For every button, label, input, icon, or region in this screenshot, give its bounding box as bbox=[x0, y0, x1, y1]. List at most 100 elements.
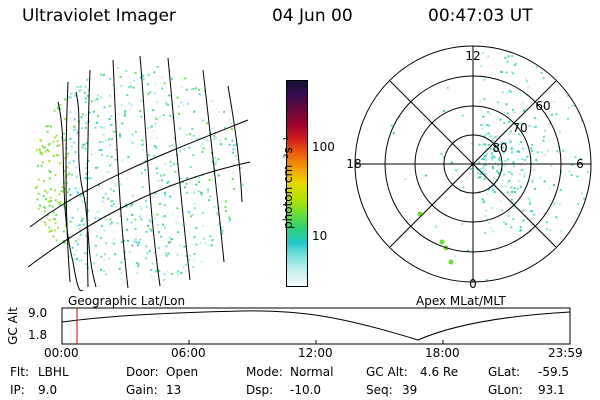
geo-emission-dot bbox=[158, 203, 161, 205]
geo-emission-dot bbox=[228, 216, 231, 219]
polar-emission-dot bbox=[506, 60, 509, 63]
geo-grid-lines bbox=[28, 55, 251, 292]
geo-emission-dot bbox=[191, 127, 194, 130]
polar-emission-dot bbox=[518, 133, 521, 136]
geo-emission-dot bbox=[57, 201, 60, 204]
geo-emission-dot bbox=[80, 88, 83, 91]
geo-emission-dot bbox=[113, 130, 116, 133]
geo-emission-dot bbox=[95, 235, 98, 238]
geo-emission-dot bbox=[100, 255, 103, 258]
geo-emission-dot bbox=[79, 231, 82, 234]
geo-emission-dot bbox=[61, 190, 64, 193]
polar-emission-dot bbox=[488, 222, 491, 225]
geo-emission-dot bbox=[66, 166, 69, 169]
geo-emission-dot bbox=[74, 151, 77, 154]
flt-value: LBHL bbox=[38, 365, 69, 379]
geo-emission-dot bbox=[147, 93, 150, 96]
polar-emission-dot bbox=[580, 119, 583, 122]
polar-emission-dot bbox=[498, 157, 501, 160]
geo-emission-dot bbox=[171, 78, 174, 81]
polar-emission-dot bbox=[581, 192, 584, 195]
geo-emission-dot bbox=[120, 240, 123, 243]
geo-emission-dot bbox=[53, 109, 56, 112]
polar-emission-dot bbox=[548, 110, 551, 113]
polar-emission-dot bbox=[527, 86, 529, 89]
geo-emission-dot bbox=[76, 257, 79, 260]
geo-emission-dot bbox=[125, 70, 128, 72]
geo-emission-dot bbox=[229, 218, 232, 221]
geo-emission-dot bbox=[103, 258, 106, 261]
geo-emission-dot bbox=[98, 149, 101, 152]
geo-emission-dot bbox=[44, 210, 46, 213]
geo-emission-dot bbox=[167, 241, 170, 244]
polar-emission-dot bbox=[529, 210, 532, 213]
geo-emission-dot bbox=[79, 85, 82, 88]
polar-emission-dot bbox=[482, 167, 485, 169]
geo-emission-dot bbox=[81, 200, 84, 203]
polar-emission-dot bbox=[508, 89, 511, 92]
geo-emission-dot bbox=[69, 149, 72, 152]
geo-emission-dot bbox=[107, 170, 110, 173]
geo-emission-dot bbox=[166, 103, 169, 106]
geo-emission-dot bbox=[185, 182, 188, 185]
geo-emission-dot bbox=[141, 139, 144, 142]
geo-emission-dot bbox=[184, 263, 187, 266]
geo-emission-dot bbox=[156, 224, 159, 226]
geo-emission-dot bbox=[41, 161, 44, 164]
polar-emission-dot bbox=[501, 70, 504, 73]
geo-emission-dot bbox=[211, 127, 214, 130]
gain-value: 13 bbox=[166, 383, 182, 397]
timeline-frame bbox=[61, 307, 571, 345]
geo-emission-dot bbox=[141, 144, 144, 146]
geo-emission-dot bbox=[69, 137, 72, 140]
polar-emission-dot bbox=[512, 148, 515, 150]
geo-emission-dot bbox=[56, 107, 59, 110]
polar-emission-dot bbox=[531, 180, 534, 183]
polar-emission-dot bbox=[586, 170, 589, 173]
geo-emission-dot bbox=[43, 221, 46, 224]
geo-emission-dot bbox=[190, 88, 193, 91]
geo-emission-dot bbox=[150, 229, 153, 232]
geo-emission-dot bbox=[52, 154, 55, 157]
polar-emission-dot bbox=[443, 109, 445, 112]
polar-emission-dot bbox=[505, 71, 508, 74]
geo-emission-dot bbox=[102, 133, 105, 136]
polar-emission-dot bbox=[557, 146, 560, 148]
polar-emission-dot bbox=[476, 168, 479, 171]
geo-emission-dot bbox=[126, 178, 129, 181]
geo-emission-dot bbox=[158, 231, 161, 234]
geo-emission-dot bbox=[97, 184, 100, 187]
geo-emission-dot bbox=[164, 279, 166, 282]
geo-emission-dot bbox=[150, 269, 153, 271]
geo-emission-dot bbox=[64, 200, 67, 203]
geo-emission-dot bbox=[156, 65, 159, 68]
geo-emission-dot bbox=[59, 103, 62, 106]
geo-emission-dot bbox=[108, 94, 111, 97]
geo-emission-dot bbox=[117, 67, 120, 70]
geo-emission-dot bbox=[165, 254, 168, 257]
geo-emission-dot bbox=[154, 217, 157, 220]
polar-emission-dot bbox=[543, 213, 546, 216]
geo-emission-dot bbox=[55, 199, 58, 202]
geo-emission-dot bbox=[63, 139, 66, 142]
polar-emission-dot bbox=[552, 184, 555, 187]
polar-emission-dot bbox=[559, 203, 561, 206]
polar-emission-dot bbox=[484, 231, 487, 234]
polar-emission-dot bbox=[511, 151, 514, 153]
xtick-1200: 12:00 bbox=[298, 346, 333, 360]
geo-emission-dot bbox=[214, 156, 217, 159]
polar-emission-dot bbox=[548, 187, 551, 190]
geo-emission-dot bbox=[85, 202, 88, 205]
geo-emission-dot bbox=[202, 225, 205, 227]
geo-emission-dot bbox=[147, 154, 150, 157]
geo-emission-dot bbox=[94, 126, 97, 129]
polar-emission-dot bbox=[454, 255, 457, 258]
polar-emission-dot bbox=[491, 185, 494, 188]
geo-emission-dot bbox=[207, 191, 210, 194]
geo-emission-dot bbox=[233, 187, 236, 190]
geo-emission-dot bbox=[104, 219, 107, 222]
geo-emission-dot bbox=[158, 247, 161, 250]
polar-emission-dot bbox=[522, 147, 525, 150]
lat-60-label: 60 bbox=[535, 99, 550, 113]
geo-emission-dot bbox=[151, 262, 154, 265]
